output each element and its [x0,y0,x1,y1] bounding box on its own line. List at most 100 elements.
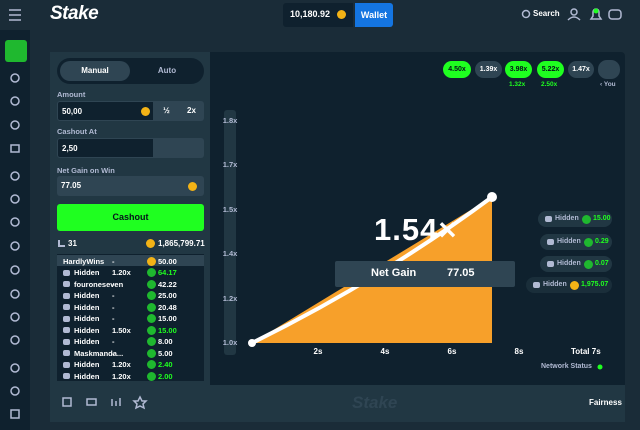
player-multiplier: 1.50x [112,325,131,335]
coin-icon [337,10,346,19]
coin-icon [147,268,156,277]
decrease-button[interactable] [154,138,179,158]
y-tick-label: 1.4x [222,249,238,258]
curve-start [248,339,256,347]
coin-icon [570,280,579,290]
footer-bar [50,385,625,422]
nav-icon[interactable] [10,386,20,396]
cashout-label: Cashout At [57,127,97,136]
search-icon[interactable] [521,9,531,19]
coin-icon [147,325,156,335]
coin-icon [584,237,593,247]
fairness[interactable]: Fairness [589,398,622,407]
coin-icon [141,107,150,116]
chat-icon[interactable] [608,9,622,20]
x-tick-label: 6s [447,347,457,356]
winner-pill [526,277,612,293]
x-tick-label: 2s [313,347,323,356]
network-status: Network Status [541,363,592,370]
y-tick-label: 1.0x [222,338,238,347]
active-nav[interactable] [5,40,27,62]
nav-icon[interactable] [10,171,20,181]
history-pill[interactable]: 4.50x [443,61,471,78]
player-multiplier: - [112,256,115,266]
menu-icon[interactable] [9,9,21,21]
history-pill[interactable]: 3.98x [505,61,532,78]
player-name: Hidden [74,268,100,277]
user-icon[interactable] [570,8,578,16]
player-avatar [63,304,70,310]
player-avatar [63,315,70,322]
stats-icon[interactable] [111,398,121,406]
nav-icon[interactable] [10,217,20,227]
coin-icon [147,302,156,312]
nav-icon[interactable] [10,335,20,345]
double-button[interactable]: 2x [179,101,204,121]
x-tick-label: 4s [380,347,390,356]
history-pill[interactable]: 1.47x [568,61,594,78]
history-pill[interactable]: 1.39x [475,61,502,78]
nav-icon[interactable] [10,241,20,251]
player-amount: 25.00 [158,291,177,300]
player-avatar [63,350,70,356]
winner-name: Hidden [557,260,581,267]
player-multiplier: - [112,314,115,323]
y-axis-bar [224,110,236,355]
coin-icon [147,371,156,381]
nav-icon[interactable] [10,96,20,106]
player-name: Hidden [74,291,100,300]
player-amount: 20.48 [158,302,177,312]
nav-icon[interactable] [10,265,20,275]
player-amount: 5.00 [158,348,173,358]
x-tick-label: 8s [514,347,524,356]
tab-manual[interactable]: Manual [60,61,130,81]
player-count: 31 [68,239,77,248]
player-multiplier: - [112,279,115,289]
player-amount: 42.22 [158,279,177,289]
nav-icon[interactable] [10,144,20,153]
settings-icon[interactable] [62,397,72,407]
history-sub: 1.32x [509,81,526,88]
cashout-button[interactable]: Cashout [57,204,204,231]
player-row-highlight [57,255,204,266]
nav-icon[interactable] [10,120,20,130]
user-icon[interactable] [567,16,581,21]
history-pill[interactable]: 5.22x [537,61,564,78]
coin-icon [582,214,591,224]
player-name: Hidden [74,302,100,312]
logo[interactable]: Stake [50,3,99,24]
player-amount: 50.00 [158,256,177,266]
winner-amount: 15.00 [593,215,611,222]
nav-icon[interactable] [10,73,20,83]
increase-button[interactable] [179,138,204,158]
player-multiplier: 1.20x [112,268,131,277]
winner-avatar [547,261,554,267]
cashout-input[interactable]: 2,50 [57,138,154,158]
player-multiplier: 1.20x [112,360,131,369]
player-multiplier: - [112,291,115,300]
player-name: Maskmanda... [74,348,124,358]
coin-icon [146,239,155,248]
search[interactable]: Search [533,9,560,18]
winner-amount: 0.29 [595,238,609,245]
nav-icon[interactable] [10,289,20,299]
net-gain-value: 77.05 [447,267,475,279]
coin-icon [147,256,156,266]
winner-amount: 1,975.07 [581,281,609,288]
tab-auto[interactable]: Auto [157,66,177,75]
amount-input[interactable]: 50,00 [57,101,154,121]
nav-icon[interactable] [10,312,20,322]
nav-icon[interactable] [10,194,20,204]
player-name: Hidden [74,360,100,369]
coin-icon [147,314,156,323]
wallet-button[interactable]: Wallet [355,3,393,27]
trend-button[interactable] [598,60,620,79]
theatre-icon[interactable] [86,398,97,406]
player-name: fouroneseven [74,279,124,289]
half-button[interactable]: ½ [154,101,179,121]
you-label: ‹ You [600,81,616,88]
favourite-icon[interactable] [132,395,148,410]
nav-icon[interactable] [10,409,20,419]
total-time: Total 7s [571,347,601,356]
nav-icon[interactable] [10,363,20,373]
